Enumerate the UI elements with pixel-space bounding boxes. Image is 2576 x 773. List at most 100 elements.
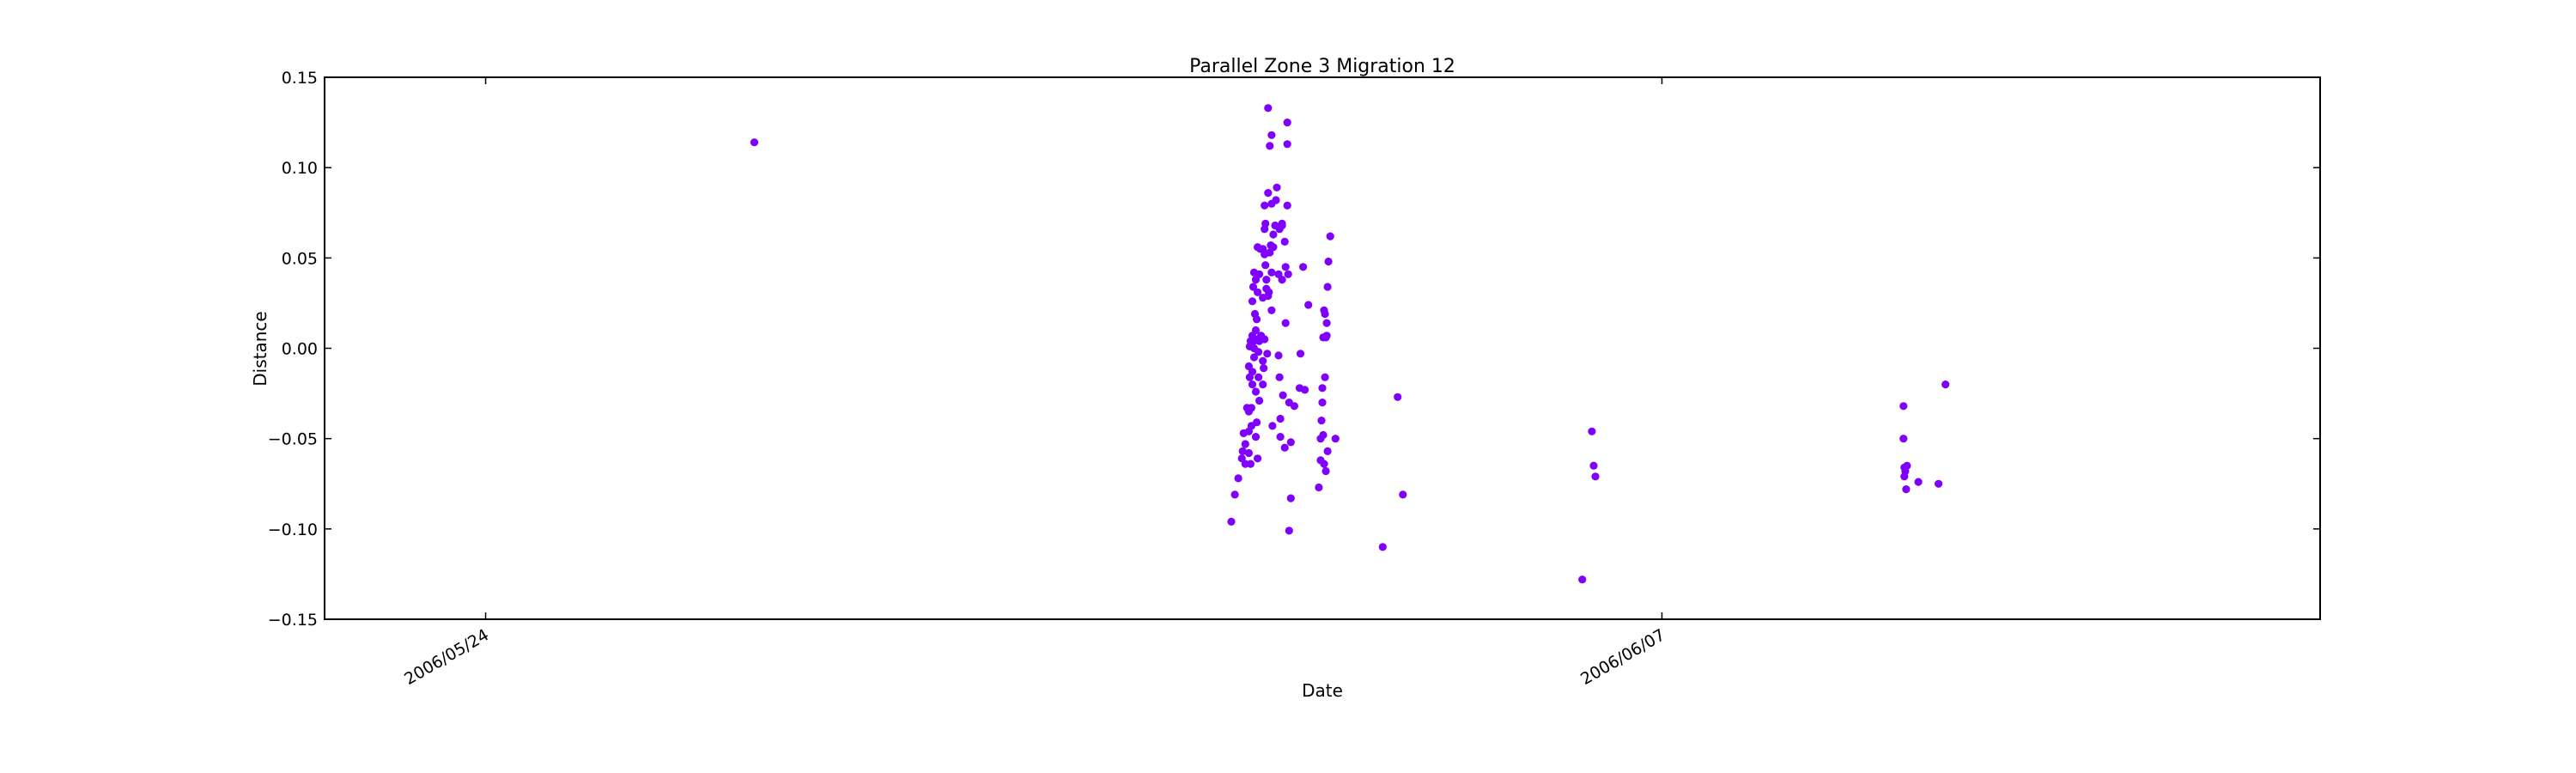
- x-axis-title: Date: [1302, 680, 1343, 701]
- data-point: [1279, 391, 1287, 399]
- y-tick-label: 0.10: [282, 159, 318, 178]
- y-tick-label: 0.00: [282, 340, 318, 359]
- data-point: [1268, 422, 1277, 430]
- data-point: [1249, 353, 1259, 362]
- data-points: [750, 104, 1950, 584]
- data-point: [1255, 373, 1263, 381]
- data-point: [1246, 460, 1255, 468]
- data-point: [1321, 309, 1329, 319]
- y-tick-label: −0.05: [268, 430, 318, 449]
- data-point: [1290, 402, 1298, 411]
- data-point: [1301, 386, 1309, 394]
- data-point: [1262, 276, 1271, 284]
- data-point: [1941, 380, 1950, 389]
- data-point: [1274, 351, 1283, 360]
- data-point: [1255, 396, 1264, 405]
- data-point: [1259, 380, 1267, 389]
- data-point: [1284, 270, 1292, 278]
- data-point: [1263, 350, 1272, 358]
- data-point: [1265, 288, 1273, 296]
- data-point: [1299, 263, 1308, 271]
- chart-title: Parallel Zone 3 Migration 12: [1189, 56, 1455, 77]
- data-point: [1254, 454, 1262, 463]
- data-point: [1315, 483, 1323, 492]
- data-point: [1278, 276, 1286, 284]
- y-axis-title: Distance: [250, 311, 270, 386]
- data-point: [1261, 219, 1270, 228]
- data-point: [1399, 490, 1407, 499]
- data-point: [1248, 297, 1257, 306]
- data-point: [1260, 364, 1268, 373]
- data-point: [1281, 319, 1290, 327]
- data-point: [1267, 268, 1276, 277]
- data-point: [1331, 435, 1340, 443]
- data-point: [1318, 399, 1327, 407]
- data-point: [1234, 474, 1242, 483]
- data-point: [1266, 142, 1274, 150]
- data-point: [1267, 131, 1276, 139]
- data-point: [1255, 270, 1264, 278]
- data-point: [1251, 433, 1261, 441]
- data-point: [1323, 447, 1332, 456]
- data-point: [1578, 575, 1587, 584]
- data-point: [750, 138, 759, 147]
- data-point: [1276, 414, 1285, 423]
- data-point: [1326, 232, 1334, 240]
- y-tick-label: 0.15: [282, 69, 318, 88]
- data-point: [1251, 326, 1261, 335]
- data-point: [1296, 350, 1305, 358]
- data-point: [1264, 104, 1273, 113]
- y-tick-label: −0.15: [268, 611, 318, 630]
- data-point: [1261, 261, 1270, 270]
- data-point: [1248, 380, 1257, 389]
- data-point: [1227, 517, 1236, 526]
- data-point: [1269, 243, 1278, 252]
- data-point: [1278, 221, 1286, 230]
- data-point: [1275, 373, 1284, 381]
- data-point: [1324, 257, 1333, 266]
- data-point: [1264, 189, 1273, 198]
- data-point: [1269, 230, 1278, 239]
- data-point: [1285, 526, 1293, 535]
- data-point: [1321, 373, 1329, 381]
- data-point: [1283, 201, 1291, 210]
- data-point: [1254, 288, 1262, 296]
- data-point: [1899, 402, 1908, 411]
- data-point: [1591, 472, 1600, 481]
- data-point: [1241, 440, 1249, 448]
- y-tick-label: −0.10: [268, 520, 318, 539]
- data-point: [1259, 356, 1267, 365]
- data-point: [1320, 460, 1328, 468]
- data-point: [1273, 183, 1281, 192]
- y-axis: −0.15 −0.10 −0.05 0.00 0.05 0.10 0.15: [268, 69, 2320, 630]
- data-point: [1318, 384, 1327, 393]
- data-point: [1280, 237, 1289, 246]
- data-point: [1321, 466, 1330, 476]
- data-point: [1317, 417, 1326, 425]
- data-point: [1244, 448, 1253, 458]
- data-point: [1253, 315, 1261, 324]
- data-point: [1248, 368, 1257, 376]
- data-point: [1249, 283, 1258, 291]
- data-point: [1304, 301, 1313, 309]
- data-point: [1394, 393, 1402, 401]
- data-point: [1378, 543, 1387, 551]
- data-point: [1251, 387, 1261, 396]
- data-point: [1280, 443, 1289, 452]
- data-point: [1283, 119, 1291, 127]
- data-point: [1322, 319, 1331, 327]
- data-point: [1253, 418, 1261, 427]
- data-point: [1323, 283, 1332, 291]
- data-point: [1903, 461, 1911, 470]
- data-point: [1272, 196, 1280, 204]
- data-point: [1247, 404, 1255, 412]
- data-point: [1286, 438, 1295, 447]
- data-point: [1286, 494, 1295, 502]
- data-point: [1589, 461, 1598, 470]
- data-point: [1322, 332, 1331, 340]
- data-point: [1238, 447, 1247, 456]
- data-point: [1914, 478, 1923, 486]
- data-point: [1899, 435, 1908, 443]
